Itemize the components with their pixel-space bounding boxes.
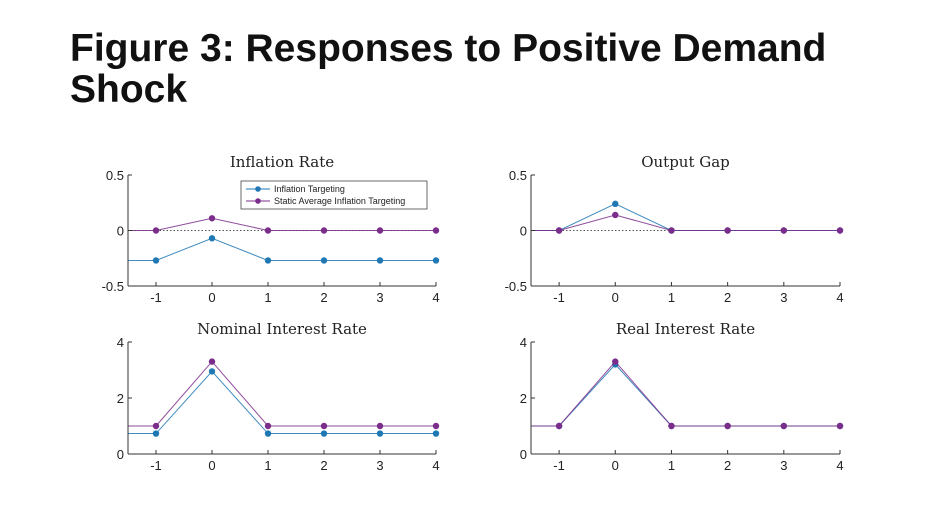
data-point-static-average-inflation-targeting xyxy=(780,422,788,430)
x-tick-label: 2 xyxy=(320,458,327,473)
x-tick-label: 2 xyxy=(320,290,327,305)
data-point-static-average-inflation-targeting xyxy=(555,422,563,430)
legend-swatch-marker xyxy=(255,198,261,204)
data-point-static-average-inflation-targeting xyxy=(724,422,731,430)
chart-panel-inflation-rate: Inflation Rate -1 0 1 2 3 4 0.5 0 -0.5 Inflation T… xyxy=(102,153,440,305)
x-tick-label: 4 xyxy=(836,458,843,473)
x-tick-label: 4 xyxy=(836,290,843,305)
x-tick-label: 1 xyxy=(264,458,271,473)
data-point-static-average-inflation-targeting xyxy=(612,358,619,365)
data-point-static-average-inflation-targeting xyxy=(208,215,216,222)
y-tick-label: 0 xyxy=(117,447,124,462)
data-point-inflation-targeting xyxy=(264,430,272,437)
y-tick-label: -0.5 xyxy=(102,279,124,294)
series-line-static-average-inflation-targeting xyxy=(128,217,436,231)
y-tick-label: 0.5 xyxy=(106,168,124,183)
data-point-inflation-targeting xyxy=(152,257,160,264)
x-tick-label: 4 xyxy=(432,458,439,473)
x-tick-label: -1 xyxy=(553,458,565,473)
series-line-inflation-targeting xyxy=(531,363,840,427)
series-line-inflation-targeting xyxy=(128,237,436,261)
data-point-static-average-inflation-targeting xyxy=(555,227,563,234)
chart-panel-real-interest-rate: Real Interest Rate -1 0 1 2 3 4 4 2 0 xyxy=(520,320,844,473)
y-tick-label: 4 xyxy=(117,335,124,350)
chart-title: Real Interest Rate xyxy=(616,320,755,338)
data-point-inflation-targeting xyxy=(320,257,328,264)
x-tick-label: 0 xyxy=(208,290,215,305)
y-tick-label: 0 xyxy=(117,224,124,239)
x-tick-label: 2 xyxy=(724,458,731,473)
series-line-inflation-targeting xyxy=(128,370,436,435)
legend-label: Static Average Inflation Targeting xyxy=(274,196,405,206)
y-tick-label: -0.5 xyxy=(505,279,527,294)
x-tick-label: 0 xyxy=(612,290,619,305)
chart-panel-nominal-interest-rate: Nominal Interest Rate -1 0 1 2 3 4 4 2 0 xyxy=(117,320,440,473)
legend-box xyxy=(240,180,428,210)
y-tick-label: 0.5 xyxy=(509,168,527,183)
data-point-static-average-inflation-targeting xyxy=(376,227,384,234)
data-point-inflation-targeting xyxy=(376,257,384,264)
data-point-static-average-inflation-targeting xyxy=(836,422,844,430)
legend-swatch-marker xyxy=(255,186,261,192)
data-point-static-average-inflation-targeting xyxy=(668,227,675,234)
series-line-static-average-inflation-targeting xyxy=(128,360,436,427)
data-point-static-average-inflation-targeting xyxy=(320,227,328,234)
x-tick-label: -1 xyxy=(150,458,162,473)
x-tick-label: 1 xyxy=(264,290,271,305)
data-point-inflation-targeting xyxy=(612,200,619,208)
data-point-static-average-inflation-targeting xyxy=(152,227,160,234)
data-point-inflation-targeting xyxy=(432,257,440,264)
data-point-inflation-targeting xyxy=(152,430,160,437)
data-point-inflation-targeting xyxy=(376,430,384,437)
x-tick-label: -1 xyxy=(553,290,565,305)
x-tick-label: 4 xyxy=(432,290,439,305)
data-point-static-average-inflation-targeting xyxy=(668,422,675,430)
y-tick-label: 4 xyxy=(520,335,527,350)
data-point-inflation-targeting xyxy=(208,368,216,375)
x-tick-label: 1 xyxy=(668,458,675,473)
series-line-static-average-inflation-targeting xyxy=(531,214,840,231)
x-tick-label: 3 xyxy=(376,458,383,473)
data-point-static-average-inflation-targeting xyxy=(320,422,328,430)
chart-title: Nominal Interest Rate xyxy=(197,320,367,338)
x-tick-label: 3 xyxy=(376,290,383,305)
x-tick-label: 3 xyxy=(780,290,787,305)
chart-panel-output-gap: Output Gap -1 0 1 2 3 4 0.5 0 -0.5 xyxy=(505,153,844,305)
chart-title: Inflation Rate xyxy=(230,153,334,171)
data-point-inflation-targeting xyxy=(208,235,216,242)
data-point-static-average-inflation-targeting xyxy=(376,422,384,430)
data-point-inflation-targeting xyxy=(320,430,328,437)
data-point-static-average-inflation-targeting xyxy=(152,422,160,430)
data-point-static-average-inflation-targeting xyxy=(432,422,440,430)
x-tick-label: 1 xyxy=(668,290,675,305)
y-tick-label: 2 xyxy=(117,391,124,406)
x-tick-label: 0 xyxy=(612,458,619,473)
data-point-static-average-inflation-targeting xyxy=(836,227,844,234)
x-tick-label: 0 xyxy=(208,458,215,473)
y-tick-label: 2 xyxy=(520,391,527,406)
data-point-static-average-inflation-targeting xyxy=(432,227,440,234)
data-point-static-average-inflation-targeting xyxy=(264,227,272,234)
data-point-static-average-inflation-targeting xyxy=(724,227,731,234)
y-tick-label: 0 xyxy=(520,447,527,462)
data-point-static-average-inflation-targeting xyxy=(264,422,272,430)
data-point-static-average-inflation-targeting xyxy=(208,358,216,365)
series-line-inflation-targeting xyxy=(531,203,840,231)
data-point-inflation-targeting xyxy=(432,430,440,437)
data-point-inflation-targeting xyxy=(264,257,272,264)
slide-title: Figure 3: Responses to Positive Demand S… xyxy=(70,27,827,111)
legend-label: Inflation Targeting xyxy=(274,184,345,194)
data-point-static-average-inflation-targeting xyxy=(612,211,619,219)
chart-title: Output Gap xyxy=(641,153,730,171)
legend: Inflation Targeting Static Average Inflat… xyxy=(240,180,428,210)
data-point-static-average-inflation-targeting xyxy=(780,227,788,234)
x-tick-label: 3 xyxy=(780,458,787,473)
y-tick-label: 0 xyxy=(520,224,527,239)
x-tick-label: -1 xyxy=(150,290,162,305)
series-line-static-average-inflation-targeting xyxy=(531,360,840,427)
x-tick-label: 2 xyxy=(724,290,731,305)
